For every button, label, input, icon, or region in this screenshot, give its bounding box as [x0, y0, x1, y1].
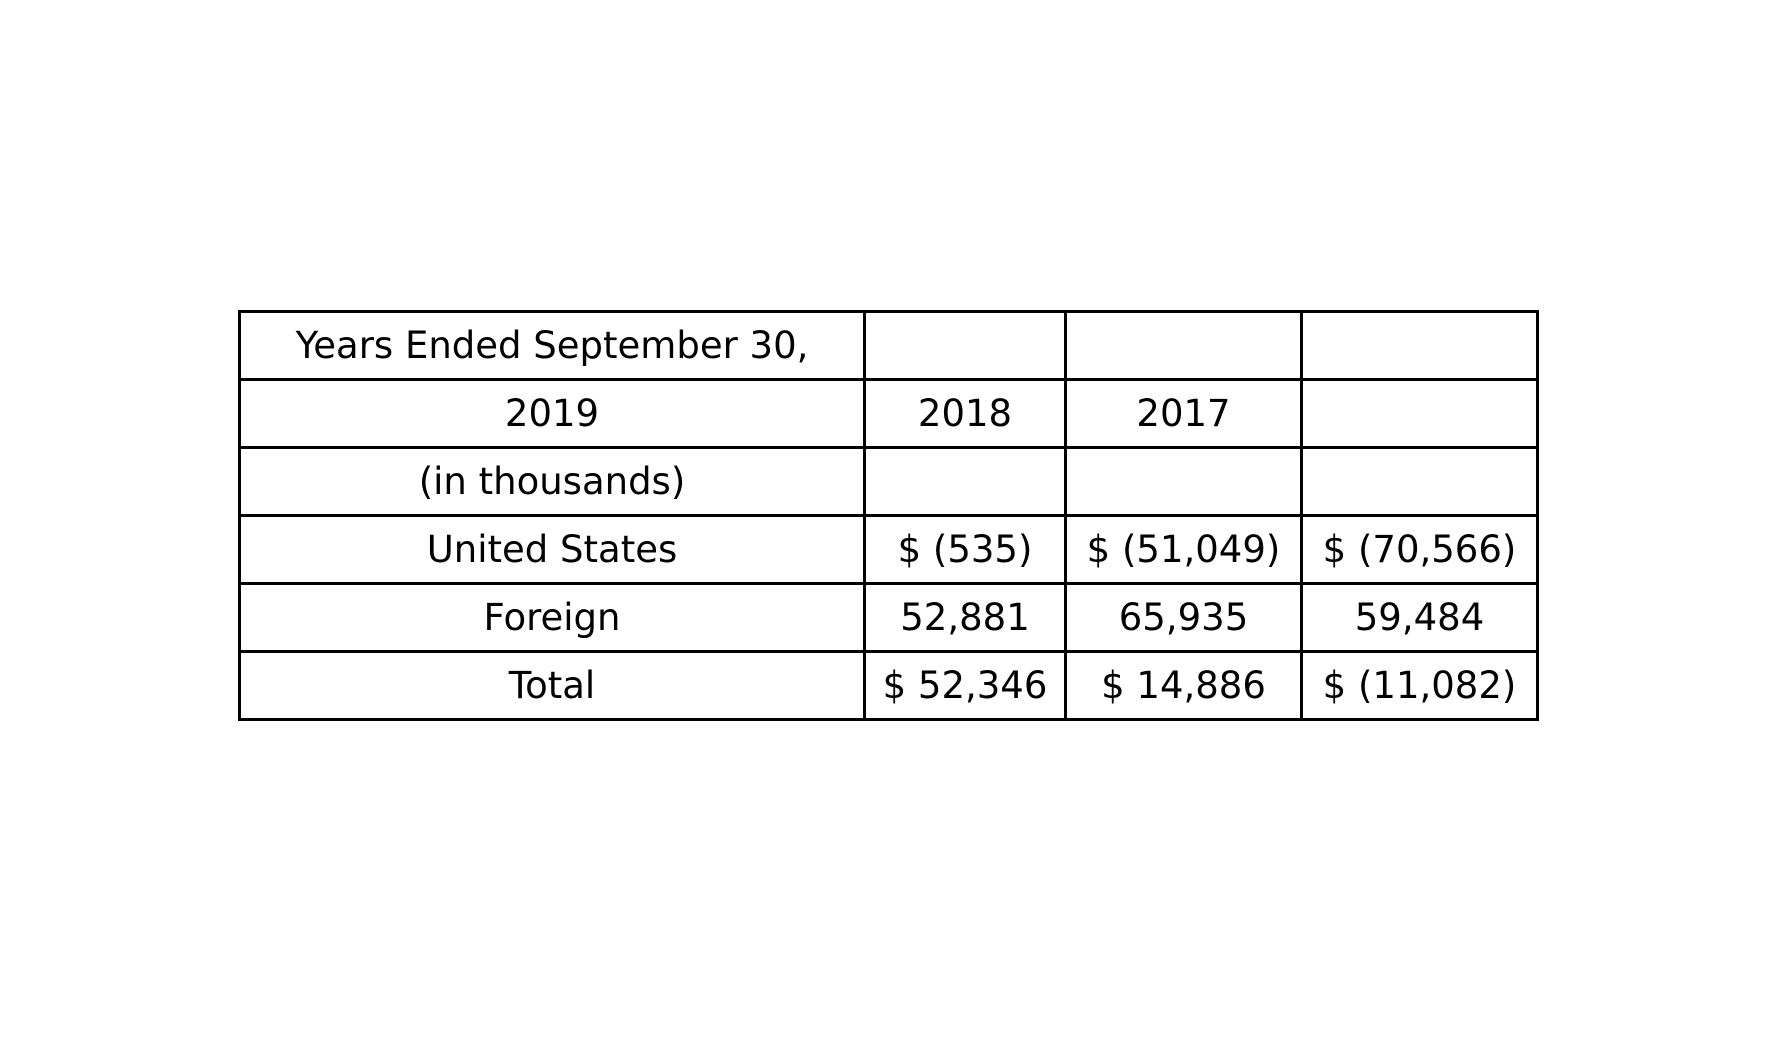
table-cell: $ (51,049)	[1064, 514, 1303, 585]
table-row: Total $ 52,346 $ 14,886 $ (11,082)	[238, 650, 1539, 721]
table-cell	[1064, 446, 1303, 517]
table-cell: 2019	[238, 378, 866, 449]
table-cell: 2018	[863, 378, 1067, 449]
table-cell: United States	[238, 514, 866, 585]
table-cell	[1300, 378, 1539, 449]
table-cell: (in thousands)	[238, 446, 866, 517]
table-cell: Years Ended September 30,	[238, 310, 866, 381]
table-cell: 59,484	[1300, 582, 1539, 653]
table-cell: 52,881	[863, 582, 1067, 653]
table-cell: $ (70,566)	[1300, 514, 1539, 585]
table-cell: $ (11,082)	[1300, 650, 1539, 721]
table-row: United States $ (535) $ (51,049) $ (70,5…	[238, 514, 1539, 585]
table-cell	[863, 310, 1067, 381]
table-cell	[1300, 310, 1539, 381]
table-row: 2019 2018 2017	[238, 378, 1539, 449]
table-cell: Total	[238, 650, 866, 721]
table-cell: Foreign	[238, 582, 866, 653]
table-row: (in thousands)	[238, 446, 1539, 517]
table-cell: 2017	[1064, 378, 1303, 449]
table-row: Foreign 52,881 65,935 59,484	[238, 582, 1539, 653]
table-cell	[1064, 310, 1303, 381]
table-cell: $ 14,886	[1064, 650, 1303, 721]
table-cell	[1300, 446, 1539, 517]
table-row: Years Ended September 30,	[238, 310, 1539, 381]
financial-table: Years Ended September 30, 2019 2018 2017…	[238, 310, 1539, 721]
table-cell	[863, 446, 1067, 517]
table-cell: $ (535)	[863, 514, 1067, 585]
table-cell: $ 52,346	[863, 650, 1067, 721]
table-cell: 65,935	[1064, 582, 1303, 653]
